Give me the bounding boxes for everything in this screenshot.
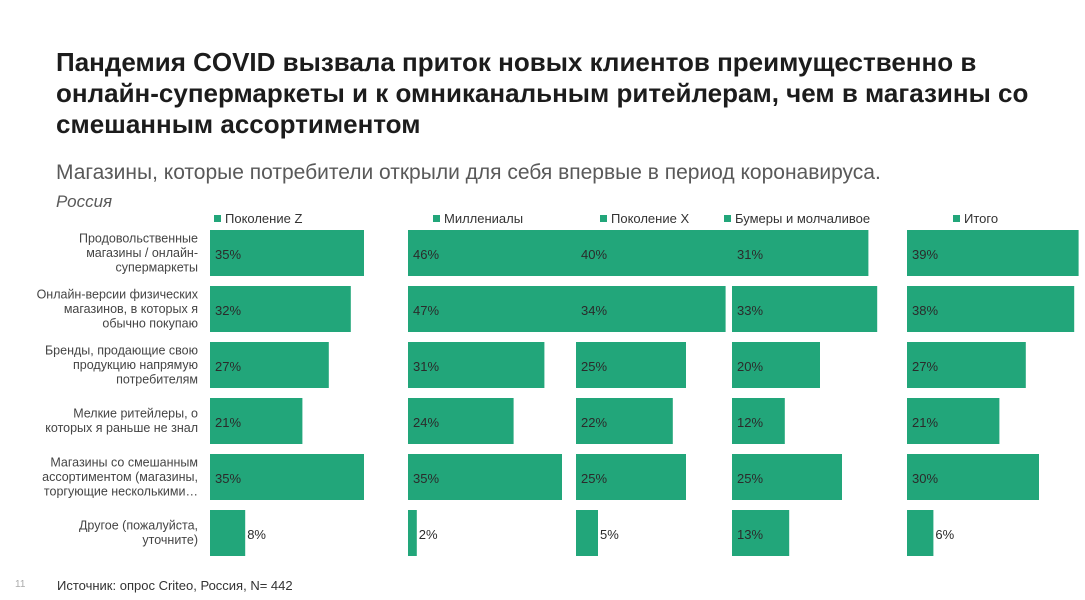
bar (576, 230, 752, 276)
bar (907, 454, 1039, 500)
page-title: Пандемия COVID вызвала приток новых клие… (56, 47, 1029, 139)
bar (907, 342, 1026, 388)
region-label: Россия (56, 192, 113, 211)
bar (907, 510, 934, 556)
bar (576, 286, 726, 332)
bar-value-label: 2% (419, 527, 438, 542)
legend-label: Миллениалы (444, 211, 523, 226)
bar-value-label: 35% (215, 471, 241, 486)
bar-value-label: 47% (413, 303, 439, 318)
bar (210, 286, 351, 332)
bar (576, 510, 598, 556)
bar-value-label: 31% (737, 247, 763, 262)
bar-value-label: 35% (413, 471, 439, 486)
bar (210, 398, 303, 444)
page-number: 11 (15, 579, 26, 590)
legend-label: Поколение Z (225, 211, 302, 226)
bar-value-label: 25% (581, 359, 607, 374)
category-label: Бренды, продающие свою (45, 343, 198, 357)
legend-swatch (214, 215, 221, 222)
bar-value-label: 40% (581, 247, 607, 262)
bar-value-label: 13% (737, 527, 763, 542)
category-label: обычно покупаю (102, 316, 198, 330)
bar-value-label: 8% (247, 527, 266, 542)
category-label: уточните) (142, 533, 198, 547)
bar (576, 398, 673, 444)
category-label: Магазины со смешанным (50, 455, 198, 469)
bar-value-label: 20% (737, 359, 763, 374)
category-label: ассортиментом (магазины, (42, 470, 198, 484)
category-label: Мелкие ритейлеры, о (73, 407, 198, 421)
bar-value-label: 34% (581, 303, 607, 318)
bar (408, 510, 417, 556)
bar (576, 342, 686, 388)
bar-value-label: 27% (912, 359, 938, 374)
bar (732, 286, 878, 332)
bar (732, 454, 842, 500)
bar-value-label: 31% (413, 359, 439, 374)
bar-value-label: 24% (413, 415, 439, 430)
bar (907, 398, 1000, 444)
bar (907, 286, 1075, 332)
bar (732, 230, 869, 276)
bar (408, 342, 545, 388)
bar-value-label: 21% (215, 415, 241, 430)
bar (907, 230, 1079, 276)
bar (576, 454, 686, 500)
legend-swatch (724, 215, 731, 222)
bar (210, 230, 364, 276)
bar (210, 510, 246, 556)
bar-value-label: 5% (600, 527, 619, 542)
bar-value-label: 39% (912, 247, 938, 262)
bar-value-label: 46% (413, 247, 439, 262)
source-note: Источник: опрос Criteo, Россия, N= 442 (57, 578, 293, 593)
bar (408, 398, 514, 444)
bar-value-label: 33% (737, 303, 763, 318)
bar (732, 342, 820, 388)
legend-swatch (953, 215, 960, 222)
bar-value-label: 6% (935, 527, 954, 542)
legend-label: Поколение X (611, 211, 689, 226)
legend-swatch (433, 215, 440, 222)
bar (210, 342, 329, 388)
category-label: Другое (пожалуйста, (79, 519, 198, 533)
category-label: потребителям (116, 372, 198, 386)
legend-swatch (600, 215, 607, 222)
bar (732, 510, 790, 556)
bar-value-label: 25% (581, 471, 607, 486)
bar (210, 454, 364, 500)
chart-subtitle: Магазины, которые потребители открыли дл… (56, 161, 881, 184)
bar-value-label: 30% (912, 471, 938, 486)
category-label: продукцию напрямую (73, 358, 198, 372)
legend-label: Итого (964, 211, 998, 226)
bar-value-label: 32% (215, 303, 241, 318)
category-label: Онлайн-версии физических (37, 287, 199, 301)
category-label: магазины / онлайн- (86, 246, 198, 260)
category-label: которых я раньше не знал (45, 421, 198, 435)
category-label: Продовольственные (79, 231, 198, 245)
category-label: торгующие несколькими… (44, 484, 198, 498)
bar-value-label: 12% (737, 415, 763, 430)
bar (732, 398, 785, 444)
category-label: магазинов, в которых я (64, 302, 198, 316)
bar (408, 454, 562, 500)
bar-value-label: 22% (581, 415, 607, 430)
bar-value-label: 21% (912, 415, 938, 430)
category-label: супермаркеты (115, 260, 198, 274)
bar-value-label: 35% (215, 247, 241, 262)
bar-value-label: 25% (737, 471, 763, 486)
bar-value-label: 38% (912, 303, 938, 318)
bar-value-label: 27% (215, 359, 241, 374)
legend-label: Бумеры и молчаливое (735, 211, 870, 226)
